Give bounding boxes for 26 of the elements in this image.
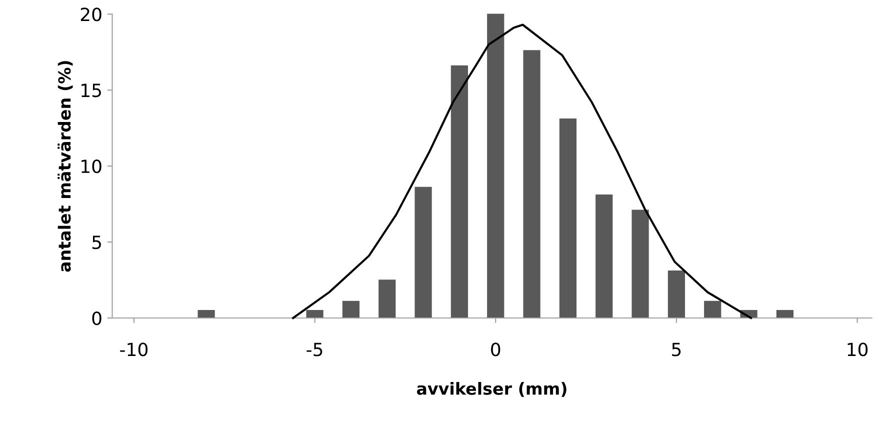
y-tick-label: 15 <box>82 84 101 98</box>
line-series <box>292 24 752 320</box>
x-tick-label: 10 <box>848 342 868 356</box>
y-tick-label: 5 <box>92 236 101 250</box>
bar <box>306 310 324 318</box>
bar <box>414 186 432 318</box>
bar <box>378 280 396 318</box>
x-axis-title: avvikelser (mm) <box>416 382 566 397</box>
x-tick-label: 0 <box>491 342 500 356</box>
y-axis-title: antalet mätvärden (%) <box>58 61 73 272</box>
bar <box>342 300 360 318</box>
x-tick-label: 5 <box>672 342 681 356</box>
x-tick-label: -10 <box>120 342 148 356</box>
y-tick-label: 10 <box>82 160 102 174</box>
bar <box>632 210 649 318</box>
y-tick-label: 0 <box>92 311 102 326</box>
bar <box>704 300 722 318</box>
bar <box>559 118 577 318</box>
bar <box>198 310 215 318</box>
bar <box>668 270 685 318</box>
bar <box>487 14 504 318</box>
bar <box>450 65 468 318</box>
bar <box>523 50 540 318</box>
x-tick-label: -5 <box>306 342 322 356</box>
y-tick-label: 20 <box>80 8 102 22</box>
bar <box>596 194 613 318</box>
